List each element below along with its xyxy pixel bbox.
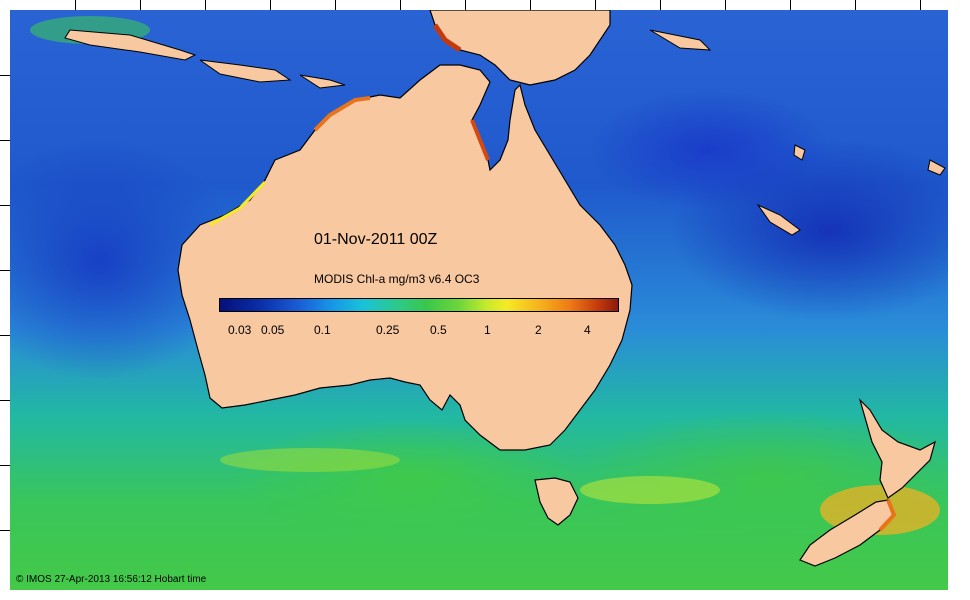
- colorbar-tick-label: 0.25: [376, 323, 400, 337]
- bloom-patch: [220, 448, 400, 472]
- axis-tick: [920, 0, 921, 10]
- axis-tick: [0, 530, 10, 531]
- colorbar-tick-label: 2: [535, 323, 542, 337]
- new-caledonia-island: [756, 203, 801, 236]
- axis-tick: [0, 465, 10, 466]
- axis-tick: [790, 0, 791, 10]
- pacific-island: [649, 29, 712, 51]
- axis-tick: [660, 0, 661, 10]
- coastal-bloom: [470, 119, 490, 161]
- axis-tick: [335, 0, 336, 10]
- copyright-credit: © IMOS 27-Apr-2013 16:56:12 Hobart time: [16, 574, 207, 585]
- axis-tick: [465, 0, 466, 10]
- axis-tick: [0, 400, 10, 401]
- chlorophyll-map[interactable]: 01-Nov-2011 00Z MODIS Chl-a mg/m3 v6.4 O…: [10, 10, 948, 590]
- axis-tick: [595, 0, 596, 10]
- map-graphics: [30, 10, 946, 567]
- axis-tick: [270, 0, 271, 10]
- axis-tick: [0, 75, 10, 76]
- colorbar-tick-label: 0.1: [314, 323, 331, 337]
- coastal-bloom: [878, 499, 897, 532]
- axis-tick: [140, 0, 141, 10]
- coastal-bloom: [432, 23, 462, 53]
- colorbar-tick-label: 0.5: [430, 323, 447, 337]
- colorbar-tick-label: 0.03: [228, 323, 252, 337]
- coastal-bloom: [209, 180, 267, 227]
- australia-landmass: [177, 64, 633, 451]
- axis-tick: [400, 0, 401, 10]
- colorbar-tick-label: 1: [484, 323, 491, 337]
- colorbar-tick-label: 0.05: [261, 323, 285, 337]
- axis-tick: [0, 270, 10, 271]
- coastal-bloom: [313, 96, 371, 132]
- colorbar-title: MODIS Chl-a mg/m3 v6.4 OC3: [314, 272, 480, 286]
- pacific-island: [793, 144, 806, 161]
- axis-tick: [205, 0, 206, 10]
- colorbar-tick-label: 4: [584, 323, 591, 337]
- new-zealand-north-island: [858, 397, 936, 499]
- axis-tick: [530, 0, 531, 10]
- axis-tick: [855, 0, 856, 10]
- pacific-island: [927, 159, 946, 176]
- axis-tick: [75, 0, 76, 10]
- indonesia-island: [64, 29, 197, 61]
- axis-tick: [725, 0, 726, 10]
- bloom-patch: [580, 476, 720, 504]
- date-label: 01-Nov-2011 00Z: [314, 231, 438, 248]
- axis-tick: [0, 140, 10, 141]
- axis-tick: [0, 205, 10, 206]
- indonesia-island: [299, 74, 346, 89]
- axis-tick: [0, 335, 10, 336]
- tasmania-landmass: [534, 477, 579, 526]
- colorbar: [219, 298, 619, 312]
- indonesia-island: [199, 59, 292, 83]
